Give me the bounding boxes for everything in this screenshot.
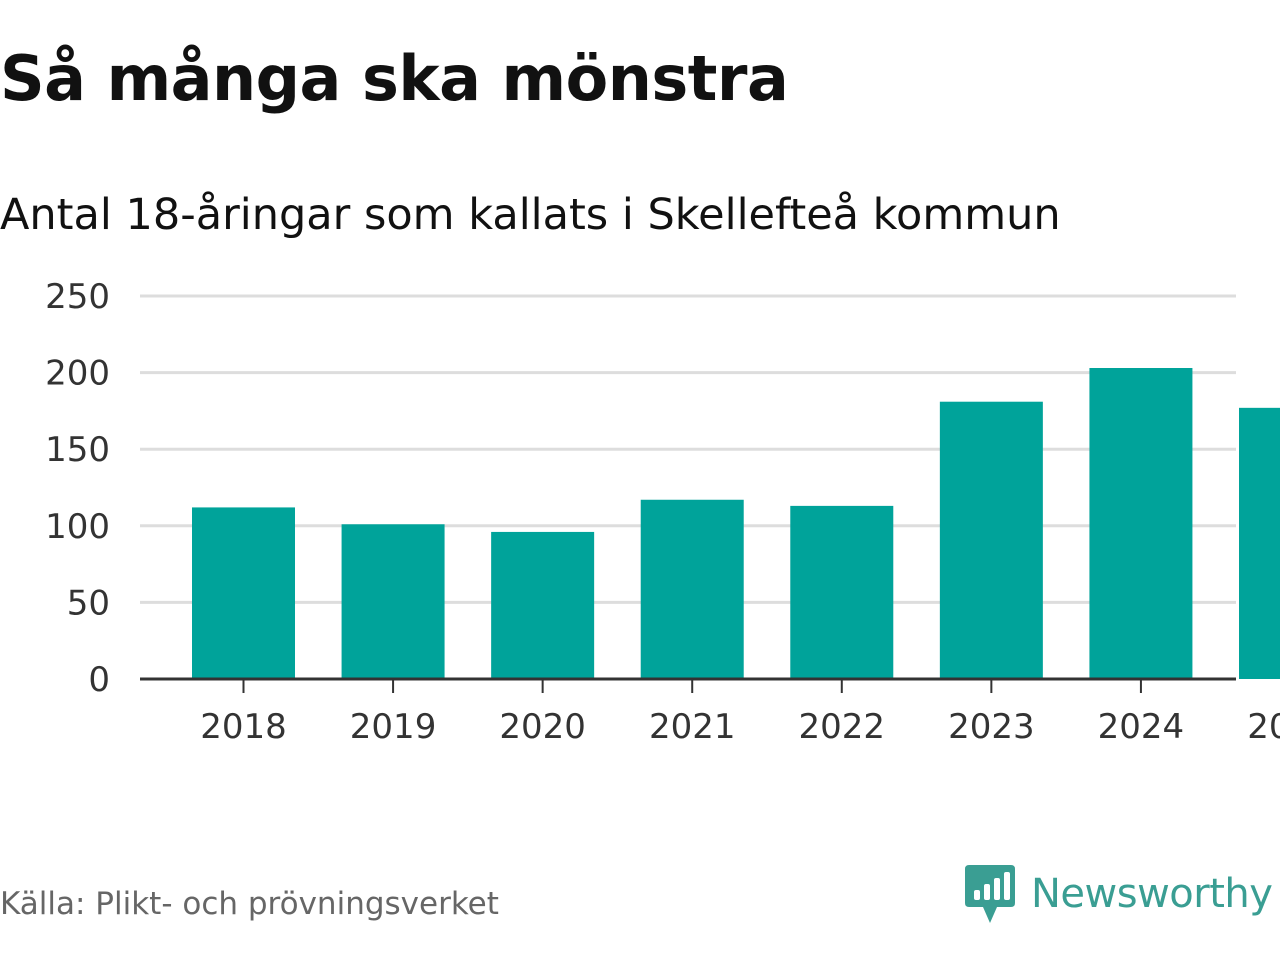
y-tick-label: 50 bbox=[67, 583, 110, 623]
chart-subtitle: Antal 18-åringar som kallats i Skellefte… bbox=[0, 190, 1061, 240]
brand: Newsworthy bbox=[965, 865, 1273, 923]
bar-2021 bbox=[640, 499, 744, 679]
x-tick-label: 2023 bbox=[948, 707, 1035, 747]
bar-2024 bbox=[1089, 368, 1193, 679]
x-tick-label: 2022 bbox=[799, 707, 886, 747]
x-tick-label: 2021 bbox=[649, 707, 736, 747]
bar-2023 bbox=[939, 401, 1043, 679]
bar-chart: 0 50 100 150 200 250 2018 2019 2020 2021 2022 2023 2… bbox=[45, 277, 1280, 747]
chart-title: Så många ska mönstra bbox=[0, 42, 789, 115]
bar-2025 bbox=[1239, 407, 1280, 679]
x-tick-label: 2025 bbox=[1247, 707, 1280, 747]
y-tick-label: 250 bbox=[45, 277, 110, 317]
bar-2020 bbox=[491, 531, 595, 679]
bar-2019 bbox=[341, 524, 445, 679]
y-tick-label: 150 bbox=[45, 430, 110, 470]
bar-2018 bbox=[192, 507, 295, 679]
y-tick-label: 200 bbox=[45, 354, 110, 394]
x-tick-label: 2019 bbox=[350, 707, 437, 747]
x-tick-label: 2018 bbox=[200, 707, 287, 747]
y-tick-label: 100 bbox=[45, 507, 110, 547]
x-tick-label: 2020 bbox=[499, 707, 586, 747]
y-tick-label: 0 bbox=[88, 660, 110, 700]
brand-name: Newsworthy bbox=[1031, 871, 1273, 917]
x-tick-label: 2024 bbox=[1098, 707, 1185, 747]
newsworthy-logo-icon bbox=[965, 865, 1015, 923]
bar-2022 bbox=[790, 505, 894, 679]
source-note: Källa: Plikt- och prövningsverket bbox=[0, 886, 499, 922]
